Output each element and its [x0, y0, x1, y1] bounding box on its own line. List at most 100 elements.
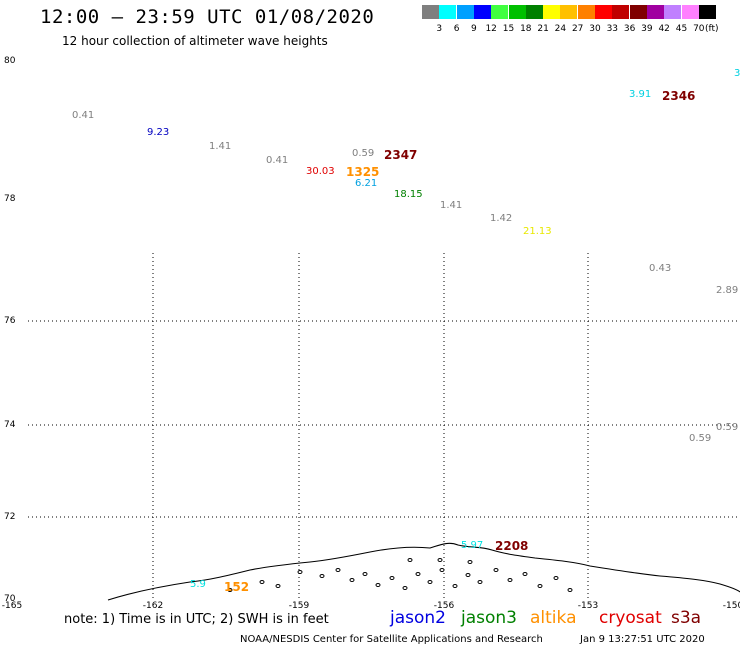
- longitude-label: -165: [1, 601, 23, 611]
- legend-swatch: [543, 5, 561, 19]
- legend-swatch: [473, 5, 491, 19]
- wave-height-label: 0.43: [649, 263, 672, 274]
- island-outline: [297, 570, 303, 574]
- legend-swatch: [629, 5, 647, 19]
- island-outline: [319, 574, 325, 578]
- satellite-legend-cryosat: cryosat: [599, 608, 662, 628]
- alaska-north-slope-coast: [107, 542, 740, 601]
- island-outline: [467, 560, 473, 564]
- latitude-label: 78: [4, 194, 16, 204]
- legend-label: 36: [623, 24, 636, 34]
- legend-swatch: [612, 5, 630, 19]
- legend-swatch: [508, 5, 526, 19]
- island-outline: [402, 586, 408, 590]
- footer-note: note: 1) Time is in UTC; 2) SWH is in fe…: [64, 612, 329, 627]
- wave-height-label: 1325: [346, 165, 380, 179]
- island-outline: [437, 558, 443, 562]
- wave-height-label: 5.9: [190, 579, 206, 590]
- legend-label: 18: [520, 24, 532, 34]
- graticule: [28, 253, 738, 600]
- legend-label: 12: [485, 24, 497, 34]
- wave-height-label: 152: [224, 580, 250, 594]
- satellite-legend-s3a: s3a: [671, 608, 702, 628]
- longitude-label: -159: [288, 601, 310, 611]
- wave-height-label: 5.97: [461, 540, 484, 551]
- satellite-legend-jason2: jason2: [390, 608, 446, 628]
- island-outline: [275, 584, 281, 588]
- wave-height-label: 9.23: [147, 127, 170, 138]
- map-subtitle: 12 hour collection of altimeter wave hei…: [62, 34, 328, 48]
- island-outline: [335, 568, 341, 572]
- coastal-islands: [227, 558, 573, 592]
- island-outline: [362, 572, 368, 576]
- legend-label: 42: [658, 24, 670, 34]
- wave-height-label: 2.89: [716, 285, 739, 296]
- legend-label: 9: [471, 24, 477, 34]
- wave-height-label: 1.41: [440, 200, 463, 211]
- island-outline: [537, 584, 543, 588]
- latitude-label: 70: [4, 594, 16, 604]
- latitude-label: 80: [4, 56, 16, 66]
- wave-height-label: 2347: [384, 148, 418, 162]
- wave-height-label: 0.59: [716, 422, 739, 433]
- island-outline: [375, 583, 381, 587]
- longitude-label: -156: [433, 601, 455, 611]
- legend-swatch: [664, 5, 682, 19]
- island-outline: [522, 572, 528, 576]
- legend-label: 70: [693, 24, 705, 34]
- island-outline: [389, 576, 395, 580]
- island-outline: [439, 568, 445, 572]
- island-outline: [493, 568, 499, 572]
- legend-label: 33: [606, 24, 619, 34]
- legend-unit: (ft): [705, 24, 719, 34]
- legend-swatch: [698, 5, 716, 19]
- wave-height-label: 2208: [495, 539, 529, 553]
- island-outline: [553, 576, 559, 580]
- island-outline: [427, 580, 433, 584]
- coastline: [107, 542, 740, 601]
- satellite-legend-jason3: jason3: [461, 608, 517, 628]
- wave-height-label: 1.42: [490, 213, 513, 224]
- island-outline: [415, 572, 421, 576]
- legend-swatch: [491, 5, 509, 19]
- latitude-label: 72: [4, 512, 16, 522]
- legend-label: 6: [453, 24, 460, 34]
- legend-label: 27: [571, 24, 584, 34]
- wave-height-label: 0.59: [689, 433, 712, 444]
- satellite-legend-altika: altika: [530, 608, 577, 628]
- legend-label: 3: [436, 24, 443, 34]
- legend-swatch: [456, 5, 474, 19]
- legend-swatch: [525, 5, 543, 19]
- wave-height-label: 30.03: [306, 166, 335, 177]
- legend-swatch: [560, 5, 578, 19]
- legend-label: 39: [641, 24, 653, 34]
- island-outline: [507, 578, 513, 582]
- legend-swatch: [439, 5, 457, 19]
- island-outline: [259, 580, 265, 584]
- legend-swatch: [681, 5, 699, 19]
- legend-label: 45: [675, 24, 688, 34]
- wave-height-label: 3.91: [629, 89, 652, 100]
- legend-swatch: [422, 5, 439, 19]
- wave-height-label: 6.21: [355, 178, 378, 189]
- longitude-label: -153: [577, 601, 599, 611]
- wave-height-label: 1.41: [209, 141, 232, 152]
- island-outline: [227, 588, 233, 592]
- wave-height-label: 18.15: [394, 189, 423, 200]
- legend-label: 30: [589, 24, 601, 34]
- wave-height-label: 0.59: [352, 148, 375, 159]
- latitude-label: 76: [4, 316, 16, 326]
- wave-height-label: 21.13: [523, 226, 552, 237]
- island-outline: [477, 580, 483, 584]
- timestamp: Jan 9 13:27:51 UTC 2020: [580, 634, 705, 645]
- legend-swatch: [577, 5, 595, 19]
- island-outline: [452, 584, 458, 588]
- map-title: 12:00 – 23:59 UTC 01/08/2020: [40, 6, 375, 28]
- credit-line: NOAA/NESDIS Center for Satellite Applica…: [240, 634, 543, 645]
- wave-height-label: 0.41: [72, 110, 95, 121]
- wave-height-label: 3: [734, 68, 740, 79]
- longitude-label: -150: [722, 601, 740, 611]
- island-outline: [465, 573, 471, 577]
